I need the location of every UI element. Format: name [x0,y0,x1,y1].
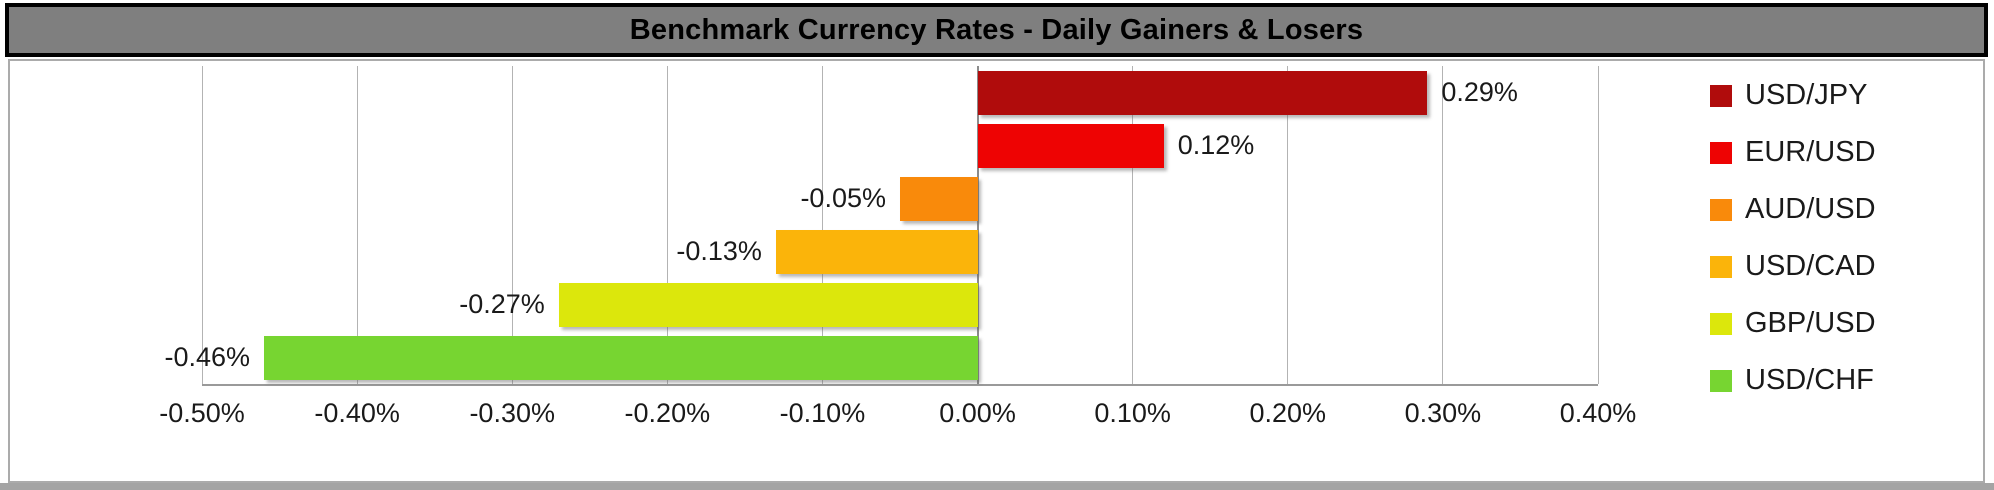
gridline [1287,66,1289,384]
gridline [666,66,668,384]
legend-label: USD/JPY [1745,79,1868,111]
x-tick-label: 0.00% [939,398,1016,428]
x-axis: -0.50% -0.40% -0.30% -0.20% -0.10% 0.00% 0.10%… [159,398,1636,432]
x-tick-label: -0.30% [469,398,555,428]
legend-item-usd-chf: USD/CHF [1710,352,1980,409]
legend-item-usd-cad: USD/CAD [1710,238,1980,295]
bar-value-label: -0.05% [800,183,886,213]
legend: USD/JPY EUR/USD AUD/USD USD/CAD GBP/USD USD/C… [1710,67,1980,409]
bottom-border-strip [0,483,1994,490]
bar-aud-usd [900,176,978,221]
plot-area: 0.29% 0.12% -0.05% -0.13% -0.27% -0.46% [164,66,1599,386]
x-tick-label: -0.10% [779,398,866,428]
gridline [511,66,513,384]
bar-usd-chf [264,335,978,380]
legend-item-aud-usd: AUD/USD [1710,181,1980,238]
legend-label: AUD/USD [1745,193,1876,225]
x-tick-label: 0.20% [1249,398,1327,428]
x-tick-label: -0.50% [159,398,245,428]
legend-item-gbp-usd: GBP/USD [1710,295,1980,352]
gridline [821,66,823,384]
bar-value-label: -0.46% [164,342,251,372]
legend-swatch-icon [1710,255,1732,278]
gridline [356,66,358,384]
legend-label: USD/CHF [1745,364,1874,396]
x-tick-label: -0.20% [624,398,711,428]
legend-item-usd-jpy: USD/JPY [1710,67,1980,124]
x-tick-label: 0.40% [1559,398,1637,428]
legend-item-eur-usd: EUR/USD [1710,124,1980,181]
bar-gbp-usd [558,282,978,327]
chart-title: Benchmark Currency Rates - Daily Gainers… [629,13,1364,46]
legend-label: GBP/USD [1745,307,1876,339]
bar-value-label: -0.13% [676,236,762,266]
x-tick-label: 0.10% [1094,398,1171,428]
legend-swatch-icon [1710,198,1732,221]
gridline [1132,66,1134,384]
legend-swatch-icon [1710,312,1732,335]
bar-eur-usd [977,123,1164,168]
legend-swatch-icon [1710,84,1732,107]
x-tick-label: 0.30% [1404,398,1482,428]
legend-swatch-icon [1710,369,1732,392]
bar-usd-jpy [977,70,1428,115]
bar-value-label: 0.12% [1177,130,1255,160]
chart-title-bar: Benchmark Currency Rates - Daily Gainers… [5,3,1988,57]
gridline [201,66,203,384]
x-tick-label: -0.40% [314,398,400,428]
bar-usd-cad [775,229,978,274]
zero-gridline [976,66,979,384]
legend-label: EUR/USD [1745,136,1876,168]
legend-swatch-icon [1710,141,1732,164]
gridline [1597,66,1599,384]
bar-value-label: 0.29% [1441,77,1518,107]
bar-value-label: -0.27% [459,289,545,319]
chart-area: 0.29% 0.12% -0.05% -0.13% -0.27% -0.46% -0.50… [8,59,1985,483]
legend-label: USD/CAD [1745,250,1876,282]
gridline [1442,66,1444,384]
